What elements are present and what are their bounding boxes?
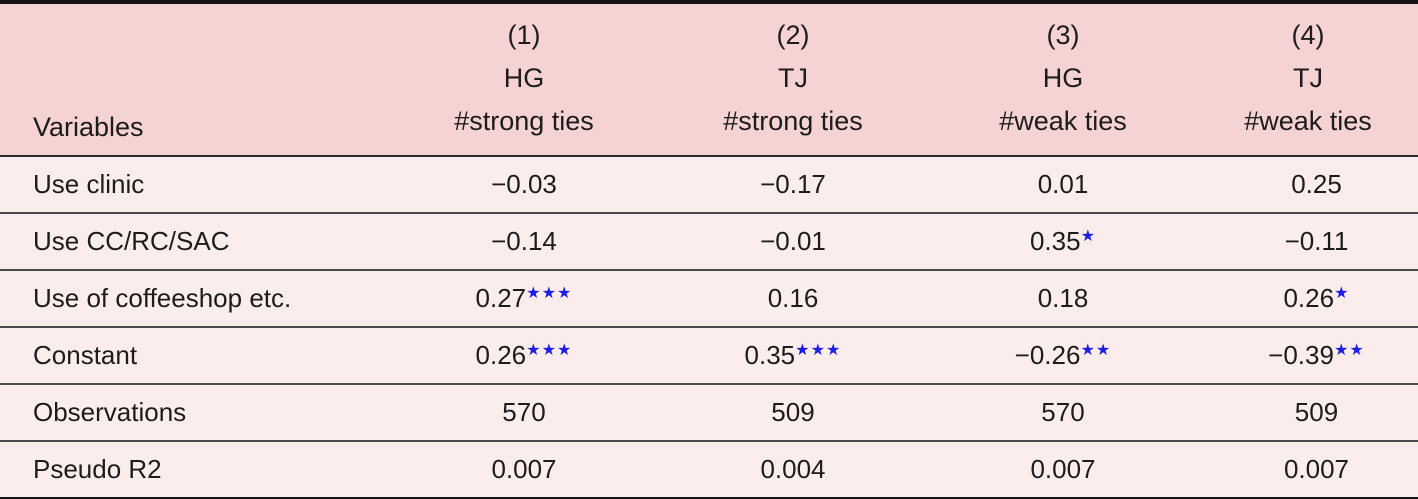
significance-stars: ★★★ [526, 341, 573, 360]
statistic-value: 509 [771, 397, 815, 427]
table-body: Use clinic −0.03 −0.17 0.01 0.25 Use CC/… [0, 155, 1418, 499]
table-row: Observations 570 509 570 509 [0, 383, 1418, 441]
coefficient-value: −0.11 [1284, 226, 1349, 256]
value-cell: 0.16 [658, 269, 928, 327]
coefficient-value: −0.26 [1014, 340, 1081, 370]
coefficient-value: 0.35 [1029, 226, 1081, 256]
value-cell: 0.35★ [928, 212, 1198, 270]
statistic-value: 0.007 [1030, 454, 1096, 484]
value-cell: 0.01 [928, 155, 1198, 213]
value-cell: 0.007 [390, 440, 658, 499]
value-cell: 509 [658, 383, 928, 441]
value-cell: 0.27★★★ [390, 269, 658, 327]
significance-stars: ★★★ [526, 284, 573, 303]
value-cell: 570 [390, 383, 658, 441]
value-cell: −0.26★★ [928, 326, 1198, 384]
model-column-header-2: (2) TJ #strong ties [658, 2, 928, 157]
coefficient-value: −0.03 [491, 169, 557, 199]
variables-label: Variables [33, 112, 144, 142]
variables-column-header: Variables [0, 2, 390, 157]
value-cell: −0.39★★ [1198, 326, 1418, 384]
value-cell: −0.01 [658, 212, 928, 270]
model-measure: #strong ties [454, 106, 594, 136]
model-number: (4) [1291, 20, 1325, 50]
significance-stars: ★ [1080, 227, 1097, 246]
row-label: Pseudo R2 [0, 440, 390, 499]
value-cell: 0.004 [658, 440, 928, 499]
row-label: Use CC/RC/SAC [0, 212, 390, 270]
coefficient-value: 0.26 [475, 340, 527, 370]
coefficient-value: 0.27 [475, 283, 527, 313]
model-group: TJ [778, 63, 808, 93]
model-measure: #weak ties [1244, 106, 1372, 136]
model-measure: #weak ties [999, 106, 1127, 136]
value-cell: 0.007 [928, 440, 1198, 499]
table-row: Use of coffeeshop etc. 0.27★★★ 0.16 0.18… [0, 269, 1418, 327]
value-cell: 0.25 [1198, 155, 1418, 213]
value-cell: 0.18 [928, 269, 1198, 327]
statistic-value: 0.004 [760, 454, 826, 484]
significance-stars: ★★ [1333, 341, 1365, 360]
model-column-header-3: (3) HG #weak ties [928, 2, 1198, 157]
value-cell: −0.03 [390, 155, 658, 213]
value-cell: 570 [928, 383, 1198, 441]
value-cell: −0.14 [390, 212, 658, 270]
statistic-value: 0.007 [491, 454, 557, 484]
coefficient-value: 0.35 [744, 340, 796, 370]
value-cell: 0.26★★★ [390, 326, 658, 384]
row-label: Use clinic [0, 155, 390, 213]
coefficient-value: −0.39 [1268, 340, 1334, 370]
value-cell: 509 [1198, 383, 1418, 441]
significance-stars: ★★ [1080, 341, 1112, 360]
model-number: (3) [1046, 20, 1080, 50]
coefficient-value: 0.25 [1291, 169, 1342, 199]
statistic-value: 570 [502, 397, 546, 427]
significance-stars: ★ [1334, 284, 1350, 303]
value-cell: −0.17 [658, 155, 928, 213]
table-row: Pseudo R2 0.007 0.004 0.007 0.007 [0, 440, 1418, 499]
coefficient-value: −0.14 [491, 226, 557, 256]
value-cell: 0.007 [1198, 440, 1418, 499]
table-row: Use CC/RC/SAC −0.14 −0.01 0.35★ −0.11 [0, 212, 1418, 270]
coefficient-value: −0.17 [760, 169, 826, 199]
coefficient-value: 0.18 [1037, 283, 1089, 313]
table-row: Constant 0.26★★★ 0.35★★★ −0.26★★ −0.39★★ [0, 326, 1418, 384]
table-row: Use clinic −0.03 −0.17 0.01 0.25 [0, 155, 1418, 213]
coefficient-value: 0.26 [1283, 283, 1335, 313]
model-group: HG [503, 63, 545, 93]
model-column-header-4: (4) TJ #weak ties [1198, 2, 1418, 157]
statistic-value: 509 [1294, 397, 1339, 427]
model-column-header-1: (1) HG #strong ties [390, 2, 658, 157]
significance-stars: ★★★ [795, 341, 842, 360]
table-header: Variables (1) HG #strong ties (2) TJ #st… [0, 2, 1418, 157]
model-group: TJ [1293, 63, 1323, 93]
statistic-value: 570 [1041, 397, 1085, 427]
model-number: (2) [776, 20, 810, 50]
coefficient-value: 0.16 [767, 283, 819, 313]
coefficient-value: 0.01 [1037, 169, 1089, 199]
model-group: HG [1042, 63, 1084, 93]
row-label: Constant [0, 326, 390, 384]
value-cell: −0.11 [1198, 212, 1418, 270]
value-cell: 0.26★ [1198, 269, 1418, 327]
row-label: Observations [0, 383, 390, 441]
model-number: (1) [507, 20, 541, 50]
row-label: Use of coffeeshop etc. [0, 269, 390, 327]
value-cell: 0.35★★★ [658, 326, 928, 384]
model-measure: #strong ties [723, 106, 863, 136]
statistic-value: 0.007 [1283, 454, 1350, 484]
coefficient-value: −0.01 [760, 226, 826, 256]
